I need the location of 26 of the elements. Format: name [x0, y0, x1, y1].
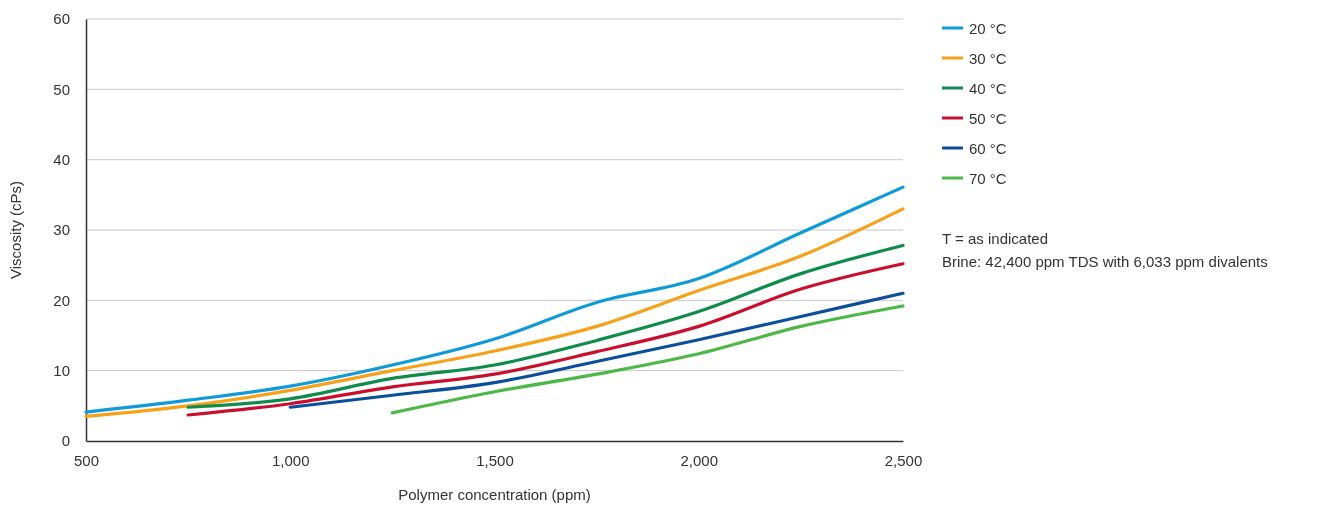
legend-label: 60 °C	[969, 139, 1007, 157]
line-series	[186, 262, 905, 417]
y-tick-label: 20	[53, 291, 70, 309]
text: T = as indicated	[942, 230, 1049, 247]
y-tick-label: 30	[53, 221, 70, 239]
x-axis-title: Polymer concentration (ppm)	[398, 486, 591, 503]
legend-label: 20 °C	[969, 19, 1007, 37]
x-tick-label: 1,000	[271, 451, 310, 469]
legend-label: 50 °C	[969, 109, 1007, 127]
legend-label: 40 °C	[969, 79, 1007, 97]
legend-label: 30 °C	[969, 49, 1007, 67]
y-tick-label: 0	[61, 432, 70, 450]
x-tick-label: 500	[73, 451, 100, 469]
y-tick-label: 40	[53, 150, 70, 168]
x-tick-label: 2,500	[884, 451, 923, 469]
y-tick-label: 60	[53, 10, 70, 28]
line-series	[288, 291, 905, 409]
line-series	[390, 304, 905, 415]
y-axis-title: Viscosity (cPs)	[7, 180, 24, 280]
text: Brine: 42,400 ppm TDS with 6,033 ppm divalents	[942, 253, 1268, 270]
y-tick-label: 10	[53, 361, 70, 379]
x-tick-label: 2,000	[680, 451, 719, 469]
x-tick-label: 1,500	[476, 451, 514, 469]
legend-label: 70 °C	[969, 169, 1007, 187]
line-series	[186, 243, 905, 409]
y-tick-label: 50	[53, 80, 70, 98]
